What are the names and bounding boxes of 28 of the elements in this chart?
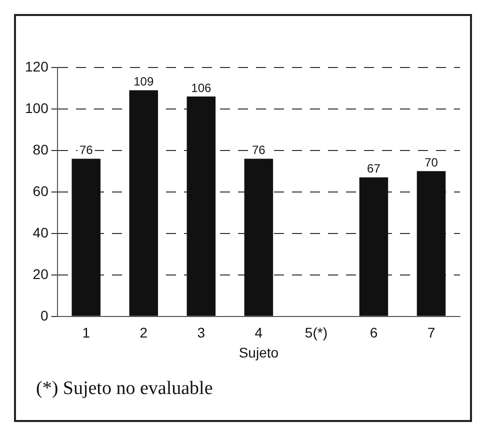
y-tick-label: 120 [25, 58, 49, 74]
y-tick-label: 40 [32, 224, 49, 240]
x-tick-label: 2 [140, 324, 148, 341]
x-tick-label: 5(*) [304, 324, 328, 341]
data-label: 109 [134, 74, 154, 89]
bar [416, 171, 446, 316]
data-label: 106 [191, 80, 212, 95]
data-label: 76 [79, 143, 94, 158]
bar [72, 158, 100, 316]
bar [359, 177, 388, 316]
bar [186, 96, 216, 316]
text: (*) Sujeto no evaluable [36, 378, 213, 400]
x-tick-label: 6 [370, 324, 378, 341]
data-label: 76 [252, 143, 266, 158]
x-tick-label: 1 [82, 324, 90, 341]
y-tick-label: 0 [40, 307, 49, 324]
x-tick-label: 4 [254, 324, 263, 341]
data-label: 67 [367, 162, 381, 176]
y-tick-label: 80 [32, 141, 49, 158]
bar [244, 158, 274, 316]
bar [129, 90, 158, 316]
y-tick-label: 60 [32, 182, 49, 199]
x-tick-label: 7 [427, 324, 436, 341]
data-label: 70 [424, 155, 438, 170]
y-tick-label: 100 [25, 100, 49, 116]
x-tick-label: 3 [197, 324, 206, 341]
y-tick-label: 20 [32, 266, 49, 282]
x-axis-title: Sujeto [238, 344, 279, 360]
